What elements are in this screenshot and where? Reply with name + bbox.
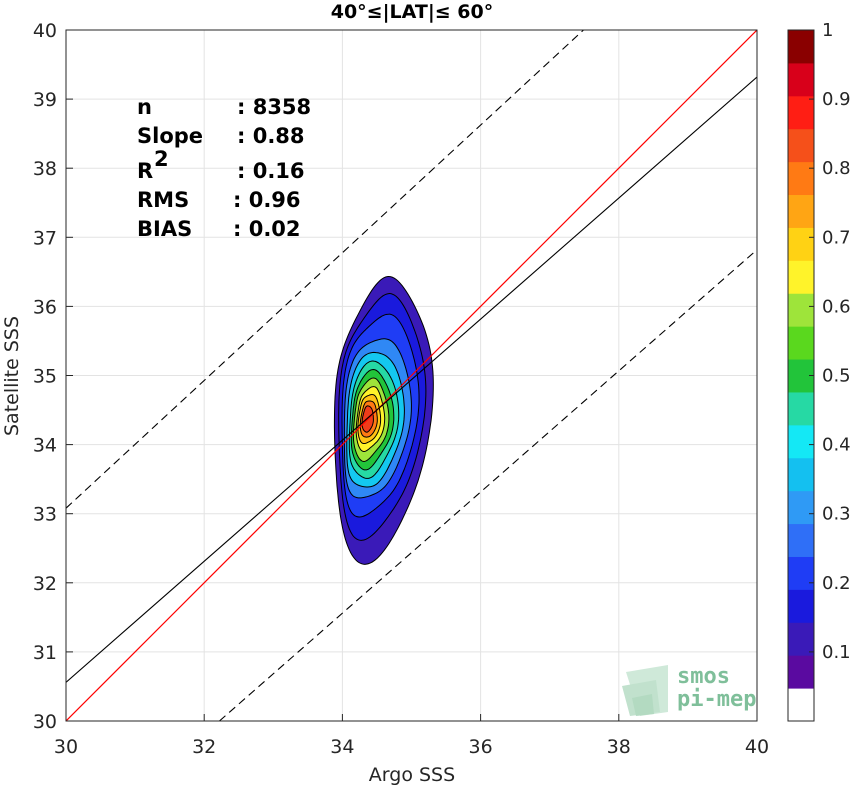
logo-waves-icon — [622, 665, 668, 716]
colorbar-tick-label: 0.8 — [822, 158, 851, 179]
stat-value: : 0.88 — [237, 124, 305, 148]
colorbar-segment — [788, 622, 814, 656]
x-tick-label: 34 — [330, 736, 354, 758]
x-tick-label: 30 — [54, 736, 78, 758]
colorbar-segment — [788, 490, 814, 525]
colorbar-tick-label: 0.2 — [822, 573, 851, 594]
stat-value: : 0.02 — [233, 217, 301, 241]
colorbar-segment — [788, 457, 814, 492]
one-to-one-line — [66, 30, 757, 721]
chart-title: 40°≤|LAT|≤ 60° — [331, 1, 494, 23]
stat-label: BIAS — [137, 217, 192, 241]
y-tick-label: 36 — [33, 296, 57, 318]
colorbar-segment — [788, 391, 814, 426]
colorbar-segment — [788, 523, 814, 557]
y-tick-label: 32 — [33, 573, 57, 595]
stat-label: RMS — [137, 188, 189, 212]
regression-line — [66, 76, 757, 683]
x-tick-label: 38 — [607, 736, 631, 758]
y-tick-label: 39 — [33, 89, 57, 111]
colorbar-tick-label: 0.7 — [822, 227, 851, 248]
colorbar-segment — [788, 161, 814, 196]
colorbar-tick-label: 0.9 — [822, 89, 851, 110]
x-tick-label: 40 — [745, 736, 769, 758]
y-tick-label: 34 — [33, 435, 57, 457]
y-tick-label: 30 — [33, 711, 57, 733]
y-axis-ticks: 30 31 32 33 34 35 36 37 38 39 40 — [33, 20, 73, 733]
colorbar-segment — [788, 293, 814, 327]
upper-bound-line — [66, 30, 585, 509]
colorbar-segment — [788, 128, 814, 163]
stat-superscript: 2 — [154, 147, 169, 171]
colorbar-tick-label: 0.5 — [822, 366, 851, 387]
y-tick-label: 35 — [33, 366, 57, 388]
colorbar-segment — [788, 655, 814, 689]
colorbar: 0.1 0.2 0.3 0.4 0.5 0.6 0.7 0.8 0.9 1 — [787, 20, 851, 722]
y-tick-label: 38 — [33, 158, 57, 180]
colorbar-segment — [788, 556, 814, 590]
lower-bound-line — [219, 249, 757, 721]
stat-value: : 0.16 — [237, 159, 305, 183]
colorbar-segment — [788, 30, 814, 64]
colorbar-segment — [788, 326, 814, 360]
y-axis-label: Satellite SSS — [1, 316, 23, 436]
colorbar-segment — [788, 227, 814, 261]
x-axis-ticks: 30 32 34 36 38 40 — [54, 714, 769, 758]
colorbar-tick-label: 0.3 — [822, 504, 851, 525]
colorbar-segment — [788, 260, 814, 294]
x-tick-label: 32 — [192, 736, 216, 758]
y-tick-label: 40 — [33, 20, 57, 42]
colorbar-segment — [788, 424, 814, 459]
y-tick-label: 37 — [33, 227, 57, 249]
stat-value: : 0.96 — [233, 188, 301, 212]
stat-label: R — [137, 159, 153, 183]
logo-line2: pi-mep — [677, 687, 756, 712]
colorbar-segment — [788, 95, 814, 130]
statistics-box: n : 8358 Slope : 0.88 R 2 : 0.16 RMS : 0.96 BIAS:… — [137, 95, 311, 241]
reference-lines — [66, 30, 757, 721]
logo-line1: smos — [677, 664, 730, 689]
colorbar-tick-label: 1 — [822, 20, 833, 41]
colorbar-tick-label: 0.6 — [822, 296, 851, 317]
stat-value: : 8358 — [237, 95, 311, 119]
stat-label: Slope — [137, 124, 203, 148]
colorbar-segment — [788, 688, 814, 722]
colorbar-segment — [788, 194, 814, 228]
colorbar-segment — [788, 62, 814, 97]
colorbar-tick-label: 0.4 — [822, 435, 851, 456]
smos-pimep-logo: smos pi-mep — [622, 664, 756, 716]
colorbar-segment — [788, 589, 814, 623]
x-tick-label: 36 — [469, 736, 493, 758]
y-tick-label: 33 — [33, 504, 57, 526]
density-contours — [333, 275, 434, 565]
stat-label: n — [137, 95, 152, 119]
colorbar-tick-label: 0.1 — [822, 642, 851, 663]
y-tick-label: 31 — [33, 642, 57, 664]
x-axis-label: Argo SSS — [369, 764, 455, 786]
